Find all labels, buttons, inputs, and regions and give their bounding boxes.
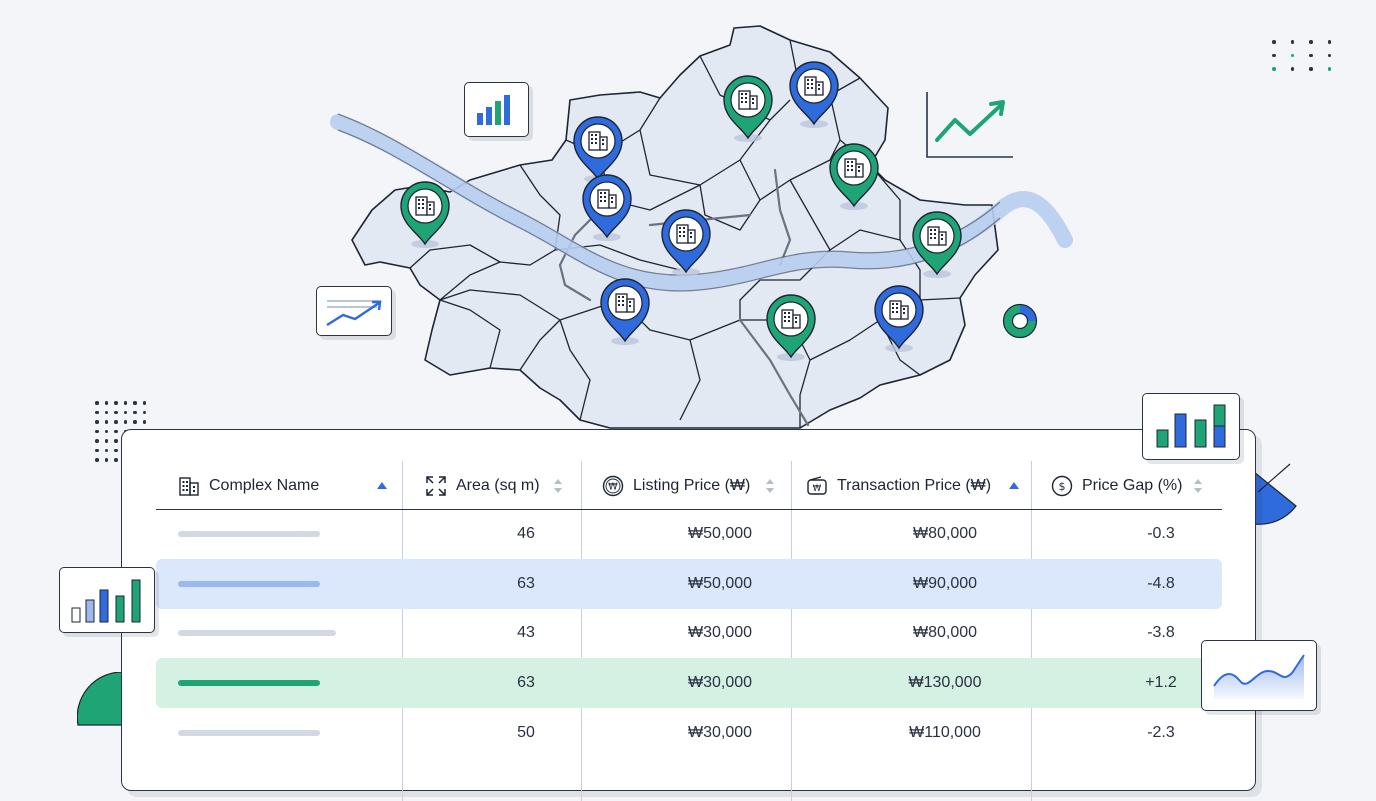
- header-label: Complex Name: [209, 477, 320, 494]
- table-row[interactable]: 63 ₩50,000 ₩90,000 -4.8: [156, 558, 1222, 609]
- header-label: Transaction Price (₩): [837, 477, 992, 494]
- sort-asc-icon[interactable]: [376, 480, 388, 490]
- table-row[interactable]: 63 ₩30,000 ₩130,000 +1.2: [156, 658, 1222, 709]
- map-marker-green[interactable]: [723, 75, 773, 142]
- pie-slice-icon: [1253, 463, 1297, 525]
- listing-price-cell: ₩50,000: [687, 574, 753, 592]
- area-cell: 63: [517, 574, 535, 592]
- price-gap-cell: -4.8: [1147, 574, 1175, 592]
- bar-chart-icon: [477, 95, 510, 125]
- won-wallet-icon: ₩: [806, 475, 828, 497]
- header-price-gap[interactable]: $ Price Gap (%): [1051, 463, 1182, 509]
- bar-chart-icon: [71, 579, 141, 623]
- complex-name-placeholder: [178, 580, 320, 587]
- map-marker-blue[interactable]: [582, 174, 632, 241]
- listing-price-cell: ₩30,000: [687, 674, 753, 692]
- header-area[interactable]: Area (sq m): [425, 463, 540, 509]
- transaction-price-cell: ₩110,000: [909, 723, 981, 741]
- header-label: Area (sq m): [456, 477, 540, 494]
- map-marker-blue[interactable]: [573, 116, 623, 183]
- transaction-price-cell: ₩130,000: [908, 674, 982, 692]
- map-marker-green[interactable]: [766, 294, 816, 361]
- map-marker-blue[interactable]: [789, 61, 839, 128]
- complex-name-placeholder: [178, 531, 320, 537]
- bar-chart-widget-right: [1142, 393, 1240, 460]
- donut-chart-icon: [1002, 303, 1038, 339]
- header-complex-name[interactable]: Complex Name: [178, 463, 319, 509]
- transaction-price-cell: ₩90,000: [912, 574, 978, 592]
- complex-name-placeholder: [178, 630, 336, 637]
- table-row[interactable]: 46 ₩50,000 ₩80,000 -0.3: [156, 509, 1222, 559]
- area-cell: 46: [517, 525, 535, 542]
- header-label: Listing Price (₩): [633, 477, 751, 494]
- dollar-coin-icon: $: [1051, 475, 1073, 497]
- listing-price-cell: ₩30,000: [687, 723, 753, 741]
- map-markers: [400, 61, 962, 361]
- map-marker-green[interactable]: [912, 211, 962, 278]
- map-marker-green[interactable]: [829, 143, 879, 210]
- table-row[interactable]: 43 ₩30,000 ₩80,000 -3.8: [156, 608, 1222, 658]
- bar-chart-widget-left: [59, 567, 155, 633]
- svg-text:$: $: [1059, 480, 1066, 493]
- line-chart-widget-left: [316, 286, 392, 336]
- complex-name-placeholder: [178, 729, 320, 736]
- area-cell: 63: [517, 674, 535, 692]
- map-marker-blue[interactable]: [600, 278, 650, 345]
- map-marker-green[interactable]: [400, 181, 450, 248]
- bar-chart-widget-top: [464, 82, 529, 137]
- sort-neutral-icon[interactable]: [764, 477, 776, 495]
- complex-name-placeholder: [178, 680, 320, 687]
- map-marker-blue[interactable]: [661, 209, 711, 276]
- area-cell: 50: [517, 723, 535, 741]
- price-comparison-table: Complex Name Area (sq m) ₩ Listing Price…: [121, 429, 1256, 801]
- price-gap-cell: -3.8: [1147, 624, 1175, 642]
- sort-neutral-icon[interactable]: [1192, 477, 1204, 495]
- building-icon: [178, 475, 200, 497]
- sort-neutral-icon[interactable]: [552, 477, 564, 495]
- area-cell: 43: [517, 624, 535, 642]
- transaction-price-cell: ₩80,000: [912, 525, 978, 542]
- price-gap-cell: -2.3: [1147, 723, 1175, 741]
- area-chart-widget: [1201, 640, 1317, 711]
- price-gap-cell: +1.2: [1145, 674, 1177, 692]
- decor-dots-top-right: [1272, 40, 1331, 71]
- line-chart-icon: [326, 300, 382, 327]
- svg-text:₩: ₩: [608, 482, 618, 493]
- bar-chart-icon: [1156, 404, 1226, 448]
- trend-up-icon: [926, 92, 1013, 158]
- header-transaction-price[interactable]: ₩ Transaction Price (₩): [806, 463, 991, 509]
- expand-area-icon: [425, 475, 447, 497]
- area-chart-icon: [1213, 654, 1305, 699]
- map-marker-blue[interactable]: [874, 285, 924, 352]
- header-label: Price Gap (%): [1082, 477, 1183, 494]
- river: [330, 114, 1073, 291]
- table-header: Complex Name Area (sq m) ₩ Listing Price…: [156, 463, 1222, 510]
- won-coin-icon: ₩: [602, 475, 624, 497]
- sort-asc-icon[interactable]: [1008, 480, 1020, 490]
- table-row[interactable]: 50 ₩30,000 ₩110,000 -2.3: [156, 708, 1222, 758]
- price-gap-cell: -0.3: [1147, 525, 1175, 542]
- svg-text:₩: ₩: [813, 484, 822, 494]
- transaction-price-cell: ₩80,000: [912, 624, 978, 642]
- header-listing-price[interactable]: ₩ Listing Price (₩): [602, 463, 750, 509]
- listing-price-cell: ₩50,000: [687, 525, 753, 542]
- listing-price-cell: ₩30,000: [687, 624, 753, 642]
- half-circle-shape: [77, 672, 123, 726]
